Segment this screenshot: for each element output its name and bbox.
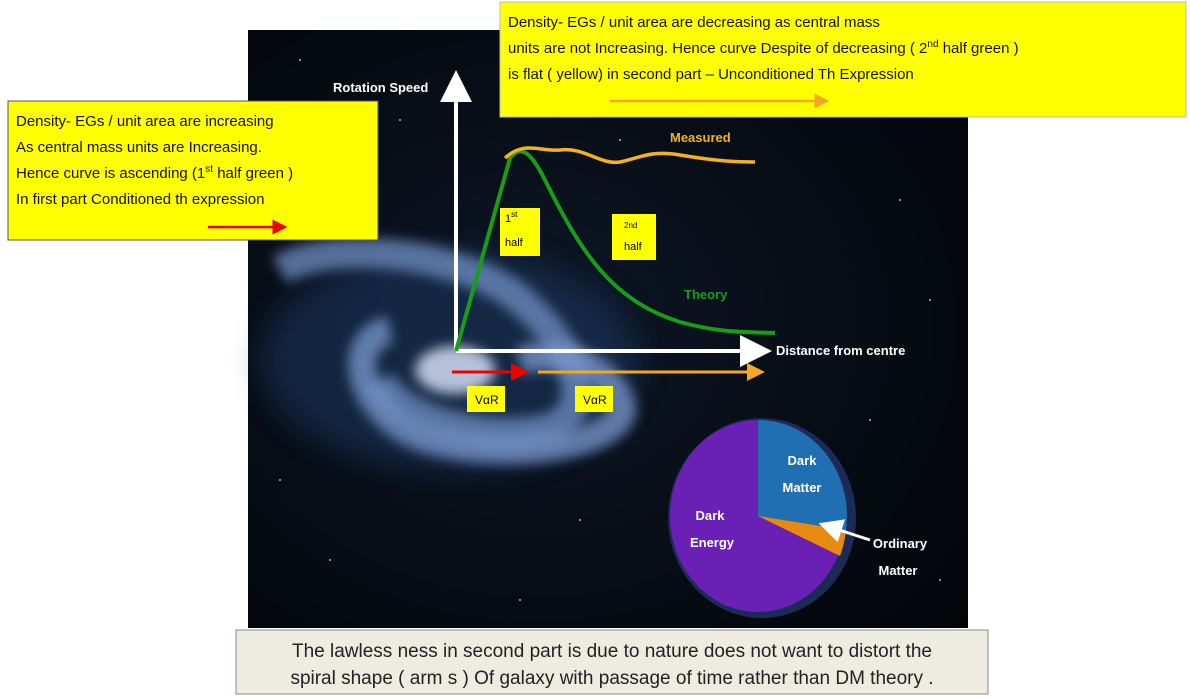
first-half-label: 1st [505,210,518,225]
top-note-text: units are not Increasing. Hence curve De… [508,40,927,57]
top-note-box [499,1,1187,118]
var-box-1 [467,386,505,412]
top-note-line: Density- EGs / unit area are decreasing … [508,14,880,31]
measured-curve [503,146,756,165]
ordinary-arrow [818,519,871,543]
left-note-line: As central mass units are Increasing. [16,139,262,156]
first-half-word: half [505,237,524,249]
universe-pie [668,418,856,618]
var-label-2: VαR [583,393,607,407]
left-note-line: Hence curve is ascending (1st half green… [16,164,293,182]
dark-matter-line1: Dark [788,453,818,468]
left-note-line: In first part Conditioned th expression [16,191,264,208]
ordinary-line2: Matter [878,563,917,578]
left-note-sup: st [205,164,213,175]
first-half-sup: st [511,210,518,219]
theory-label: Theory [684,287,728,302]
left-note-rest: half green ) [213,165,293,182]
top-note-line: units are not Increasing. Hence curve De… [508,39,1019,57]
first-half-box [500,208,540,256]
x-axis-label: Distance from centre [776,343,905,358]
dark-energy-line2: Energy [690,535,735,550]
left-note-box [7,100,379,241]
galaxy [260,238,640,470]
stars [279,59,941,601]
top-note-line: is flat ( yellow) in second part – Uncon… [508,66,914,83]
footer-line: The lawless ness in second part is due t… [292,641,932,662]
ordinary-line1: Ordinary [873,536,928,551]
var-label-1: VαR [475,393,499,407]
first-half-number: 1 [505,213,511,225]
dark-energy-line1: Dark [696,508,726,523]
second-half-box [612,214,656,260]
footer-box [235,629,989,695]
theory-curve [454,149,776,352]
left-note-text: Hence curve is ascending (1 [16,165,205,182]
y-axis-label: Rotation Speed [333,80,428,95]
top-note-sup: nd [927,39,938,50]
top-note-rest: half green ) [939,40,1019,57]
var-box-2 [575,386,613,412]
left-note-line: Density- EGs / unit area are increasing [16,113,274,130]
dark-matter-line2: Matter [782,480,821,495]
second-half-number: 2nd [624,221,637,230]
measured-label: Measured [670,130,731,145]
second-half-word: half [624,241,643,253]
footer-line: spiral shape ( arm s ) Of galaxy with pa… [290,668,933,689]
